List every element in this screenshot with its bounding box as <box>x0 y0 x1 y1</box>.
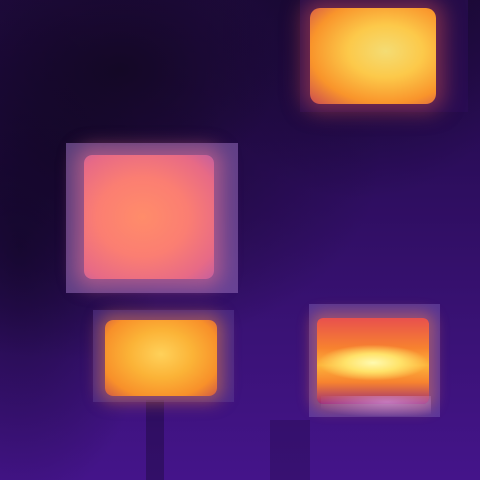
dark-vertical-streak <box>146 400 164 480</box>
hot-region-middle-left <box>84 155 214 279</box>
detection-box-middle-left <box>66 143 238 293</box>
hot-region-top-right <box>310 8 436 104</box>
hot-region-bottom-left <box>105 320 217 396</box>
detection-box-bottom-right <box>309 304 440 417</box>
detection-box-top-right <box>300 0 468 112</box>
hot-region-bottom-right <box>317 318 429 404</box>
detection-box-bottom-left <box>93 310 234 402</box>
debris-speckle <box>321 396 431 416</box>
dark-floor-patch <box>270 420 310 480</box>
